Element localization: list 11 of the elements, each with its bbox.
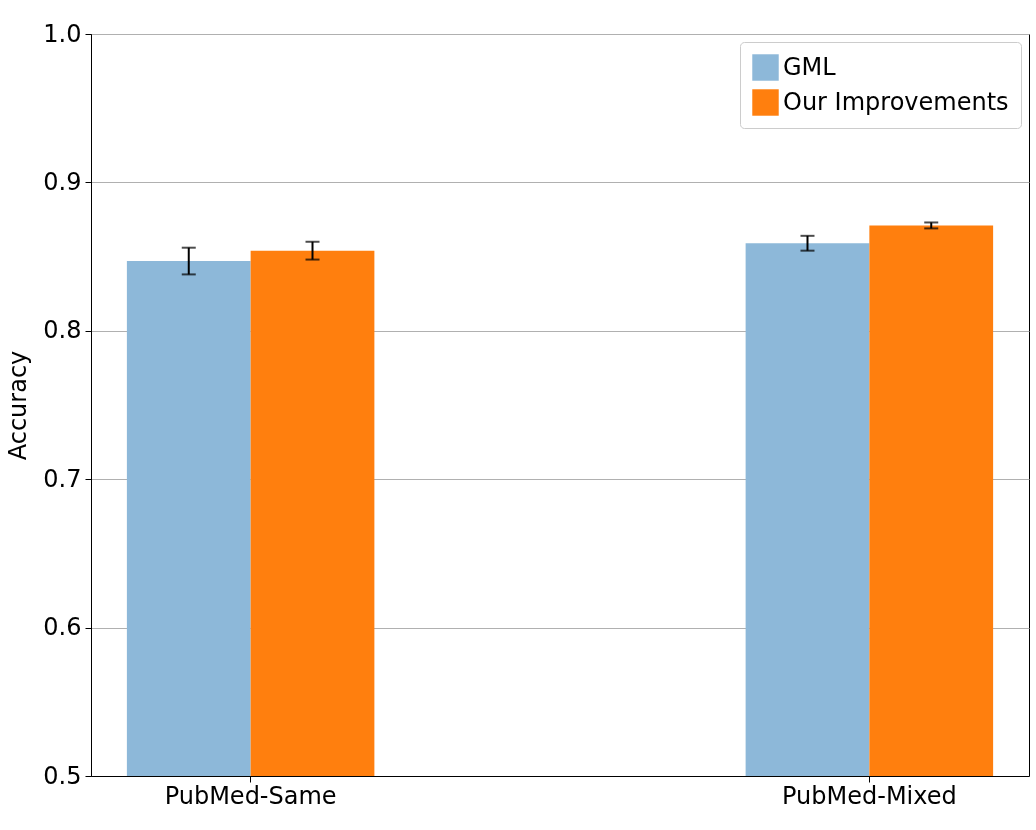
legend-label: GML bbox=[783, 52, 837, 81]
y-axis-title: Accuracy bbox=[4, 350, 33, 461]
y-tick-label: 0.9 bbox=[43, 167, 82, 196]
y-tick-label: 0.8 bbox=[43, 316, 82, 345]
y-tick-label: 0.6 bbox=[43, 613, 82, 642]
x-tick-label: PubMed-Same bbox=[164, 781, 337, 810]
y-tick-label: 1.0 bbox=[43, 19, 82, 48]
y-tick-label: 0.7 bbox=[43, 464, 82, 493]
legend-label: Our Improvements bbox=[783, 87, 1009, 116]
x-tick-label: PubMed-Mixed bbox=[782, 781, 957, 810]
y-tick-label: 0.5 bbox=[43, 761, 82, 790]
